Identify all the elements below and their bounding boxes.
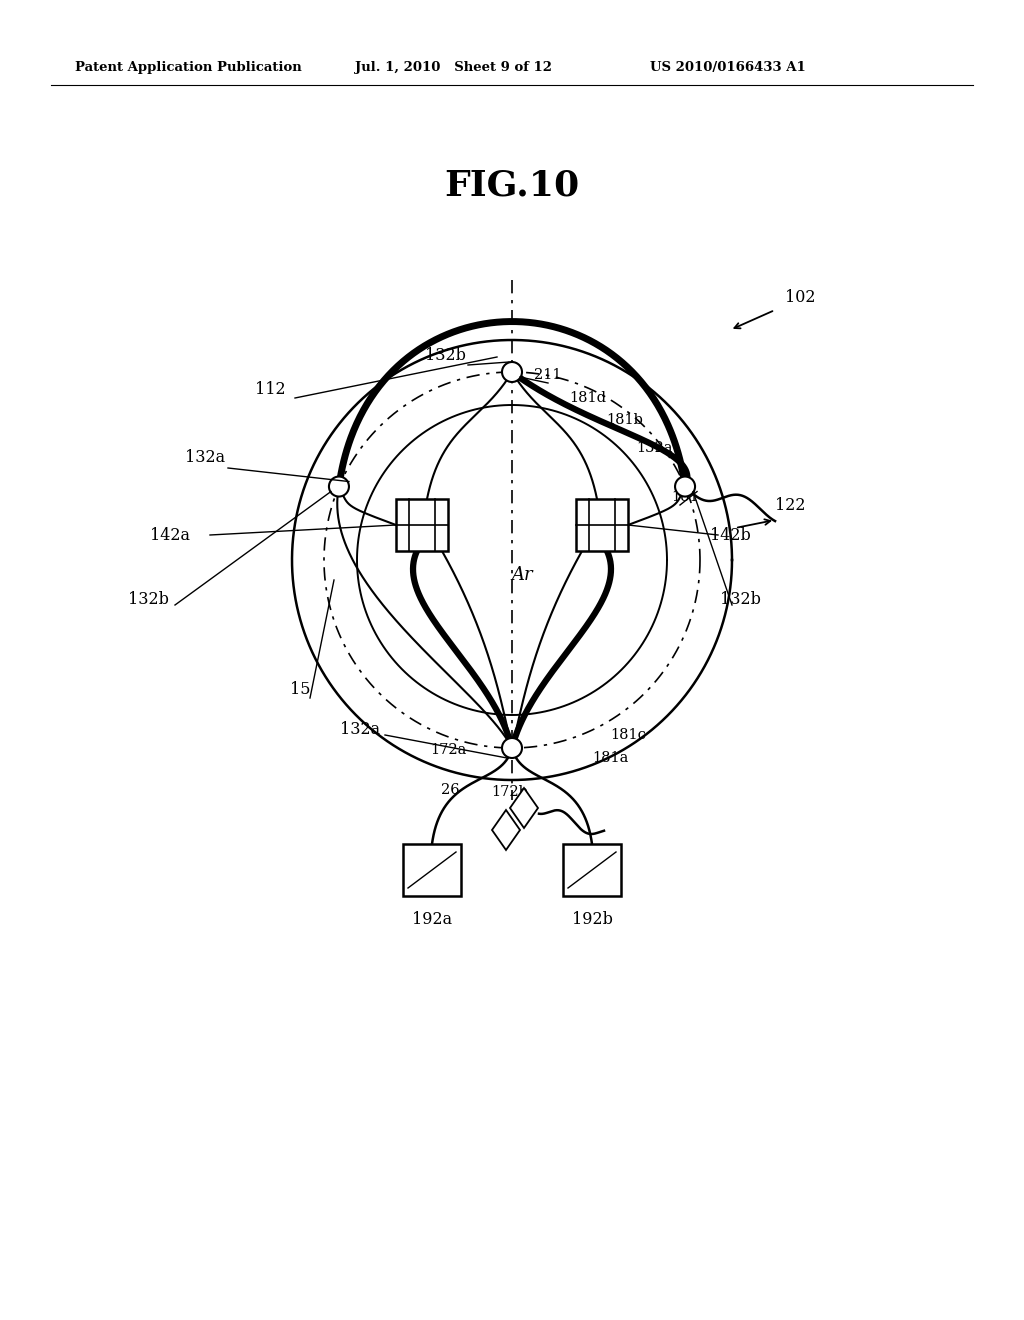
Text: Patent Application Publication: Patent Application Publication (75, 62, 302, 74)
Text: 132a: 132a (637, 441, 673, 455)
Polygon shape (510, 788, 538, 828)
Text: 132a: 132a (185, 450, 225, 466)
Text: 132a: 132a (340, 722, 380, 738)
Text: US 2010/0166433 A1: US 2010/0166433 A1 (650, 62, 806, 74)
Text: Ar: Ar (511, 566, 532, 583)
Text: 181b: 181b (606, 413, 643, 426)
Text: 132b: 132b (128, 591, 168, 609)
Bar (563, 843, 621, 896)
Text: 211: 211 (535, 368, 562, 381)
Text: 26: 26 (440, 783, 460, 797)
Circle shape (502, 738, 522, 758)
Text: 181c: 181c (610, 729, 646, 742)
Text: 132b: 132b (720, 591, 761, 609)
Text: 192b: 192b (571, 912, 612, 928)
Text: 142b: 142b (710, 527, 751, 544)
Text: 15: 15 (290, 681, 310, 698)
Text: 122: 122 (775, 496, 805, 513)
Text: 112: 112 (255, 381, 286, 399)
Text: 172a: 172a (430, 743, 466, 756)
Text: 181d: 181d (569, 391, 606, 405)
Bar (396, 499, 449, 550)
Bar (575, 499, 628, 550)
Bar (403, 843, 461, 896)
Circle shape (329, 477, 349, 496)
Text: 102: 102 (784, 289, 815, 306)
Text: 142a: 142a (150, 527, 190, 544)
Text: 181a: 181a (592, 751, 628, 766)
Polygon shape (492, 810, 520, 850)
Circle shape (502, 362, 522, 381)
Text: 132b: 132b (425, 346, 466, 363)
Text: Jul. 1, 2010   Sheet 9 of 12: Jul. 1, 2010 Sheet 9 of 12 (355, 62, 552, 74)
Text: FIG.10: FIG.10 (444, 168, 580, 202)
Text: 172b: 172b (492, 785, 528, 799)
Circle shape (675, 477, 695, 496)
Text: 192a: 192a (412, 912, 452, 928)
Text: 181: 181 (671, 490, 698, 504)
